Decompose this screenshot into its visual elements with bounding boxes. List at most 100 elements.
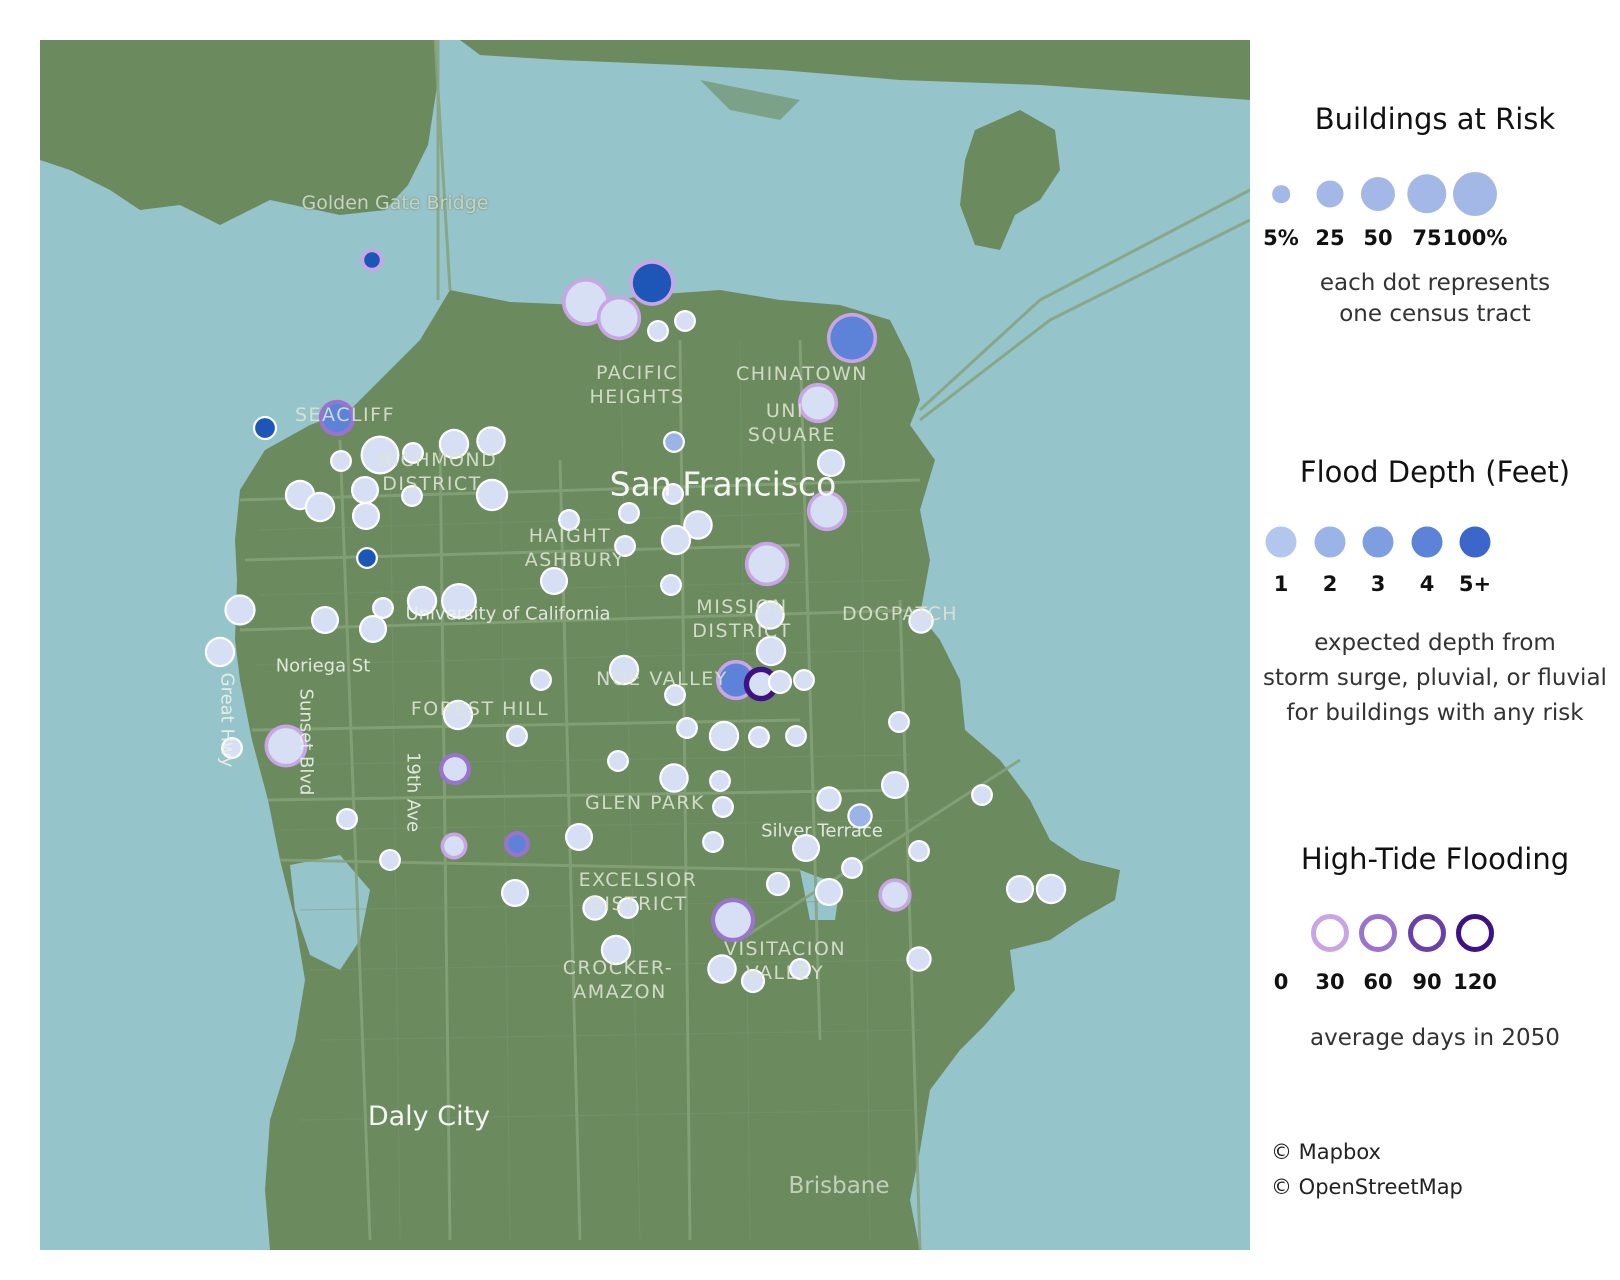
- flood-risk-map[interactable]: Golden Gate Bridge PACIFIC HEIGHTS CHINA…: [40, 40, 1250, 1250]
- tract-dot[interactable]: [603, 937, 629, 963]
- tract-dot[interactable]: [374, 599, 392, 617]
- tract-dot[interactable]: [663, 527, 689, 553]
- tract-dot[interactable]: [443, 585, 475, 617]
- tract-dot[interactable]: [664, 485, 682, 503]
- tract-dot[interactable]: [910, 842, 928, 860]
- tract-dot[interactable]: [338, 810, 356, 828]
- tract-dot[interactable]: [714, 798, 732, 816]
- tract-dot[interactable]: [794, 836, 818, 860]
- tract-dot[interactable]: [661, 765, 687, 791]
- tract-dot[interactable]: [711, 723, 737, 749]
- tract-dot[interactable]: [883, 773, 907, 797]
- tract-dot[interactable]: [611, 657, 637, 683]
- tract-dot[interactable]: [223, 739, 241, 757]
- tract-dot[interactable]: [404, 444, 422, 462]
- tract-dot[interactable]: [678, 719, 696, 737]
- tract-dot[interactable]: [849, 805, 871, 827]
- tract-dot[interactable]: [719, 663, 753, 697]
- tract-dot[interactable]: [1008, 877, 1032, 901]
- tract-dot[interactable]: [508, 835, 526, 853]
- tract-dot[interactable]: [817, 880, 841, 904]
- legend-size-dot: [1360, 176, 1396, 212]
- tract-dot[interactable]: [890, 713, 908, 731]
- tract-dot[interactable]: [810, 494, 844, 528]
- tract-dot[interactable]: [908, 948, 930, 970]
- tract-dot[interactable]: [478, 481, 506, 509]
- tract-dot[interactable]: [743, 971, 763, 991]
- tract-dot[interactable]: [226, 596, 254, 624]
- tract-dot[interactable]: [709, 956, 735, 982]
- tract-dot[interactable]: [910, 610, 932, 632]
- tract-dot[interactable]: [353, 478, 377, 502]
- tract-dot[interactable]: [313, 608, 337, 632]
- tract-dot[interactable]: [409, 588, 435, 614]
- label-richmond: RICHMOND: [378, 449, 498, 472]
- tract-dot[interactable]: [676, 312, 694, 330]
- tract-dot[interactable]: [795, 671, 813, 689]
- tract-dot[interactable]: [508, 727, 526, 745]
- tract-dot[interactable]: [323, 404, 351, 432]
- tract-dot[interactable]: [882, 882, 908, 908]
- tract-dot[interactable]: [685, 512, 711, 538]
- tract-dot[interactable]: [704, 833, 722, 851]
- tract-dot[interactable]: [445, 702, 471, 728]
- tract-dot[interactable]: [381, 851, 399, 869]
- tract-dot[interactable]: [1038, 876, 1064, 902]
- tract-dot[interactable]: [207, 639, 233, 665]
- label-noe-valley: NOE VALLEY: [596, 668, 728, 691]
- tract-dot[interactable]: [620, 504, 638, 522]
- tract-dot[interactable]: [819, 451, 843, 475]
- tract-dot[interactable]: [478, 428, 504, 454]
- tract-dot[interactable]: [791, 960, 809, 978]
- tract-dot[interactable]: [768, 874, 788, 894]
- tract-dot[interactable]: [616, 537, 634, 555]
- tract-dot[interactable]: [787, 727, 805, 745]
- tract-dot[interactable]: [665, 433, 683, 451]
- tract-dot[interactable]: [362, 437, 398, 473]
- tract-dot[interactable]: [830, 316, 874, 360]
- tract-dot[interactable]: [843, 859, 861, 877]
- tract-dot[interactable]: [441, 431, 467, 457]
- credit-mapbox[interactable]: © Mapbox: [1271, 1140, 1381, 1164]
- tract-dot[interactable]: [354, 504, 378, 528]
- credit-openstreetmap[interactable]: © OpenStreetMap: [1271, 1175, 1463, 1199]
- tract-dot[interactable]: [619, 899, 637, 917]
- tract-dot[interactable]: [632, 263, 672, 303]
- tract-dot[interactable]: [715, 902, 751, 938]
- tract-dot[interactable]: [542, 569, 566, 593]
- tract-dot[interactable]: [361, 617, 385, 641]
- tract-dot[interactable]: [801, 386, 835, 420]
- legend-depth-dot: [1314, 526, 1346, 558]
- label-19th-ave: 19th Ave: [402, 751, 424, 833]
- tract-dot[interactable]: [758, 638, 784, 664]
- tract-dot[interactable]: [443, 757, 467, 781]
- tract-dot[interactable]: [532, 671, 550, 689]
- tract-dot[interactable]: [364, 252, 380, 268]
- tract-dot[interactable]: [268, 728, 304, 764]
- tract-dot[interactable]: [757, 602, 783, 628]
- tract-dot[interactable]: [600, 299, 638, 337]
- tract-dot[interactable]: [973, 786, 991, 804]
- tract-dot[interactable]: [403, 487, 421, 505]
- tract-dot[interactable]: [750, 728, 768, 746]
- tract-dot[interactable]: [560, 511, 578, 529]
- legend-depth-label: 1: [1273, 572, 1289, 596]
- tract-dot[interactable]: [358, 549, 376, 567]
- tract-dot[interactable]: [307, 494, 333, 520]
- tract-dot[interactable]: [584, 897, 606, 919]
- tract-dot[interactable]: [609, 752, 627, 770]
- tract-dot[interactable]: [255, 418, 275, 438]
- tract-dot[interactable]: [748, 545, 786, 583]
- tract-dot[interactable]: [332, 452, 350, 470]
- tract-dot[interactable]: [666, 686, 684, 704]
- tract-dot[interactable]: [649, 322, 667, 340]
- tract-dot[interactable]: [818, 788, 840, 810]
- tract-dot[interactable]: [749, 672, 773, 696]
- tract-dot[interactable]: [565, 281, 607, 323]
- tract-dot[interactable]: [503, 881, 527, 905]
- tract-dot[interactable]: [662, 576, 680, 594]
- tract-dot[interactable]: [770, 672, 790, 692]
- tract-dot[interactable]: [567, 825, 591, 849]
- tract-dot[interactable]: [444, 836, 464, 856]
- tract-dot[interactable]: [711, 772, 729, 790]
